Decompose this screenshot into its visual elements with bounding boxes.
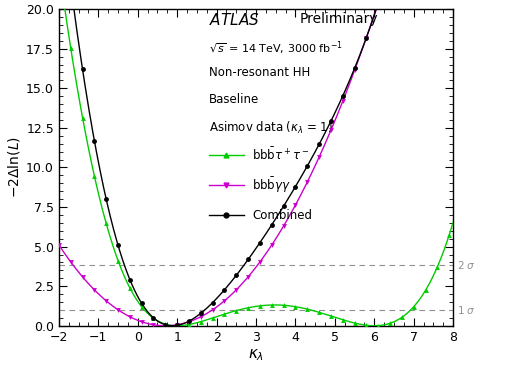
Combined [376, 0, 382, 4]
bb$\bar{\rm b}\tau^+\tau^-$ [157, 320, 163, 324]
Combined [71, 5, 77, 10]
bb$\bar{\rm b}\gamma\gamma$ [375, 0, 381, 4]
bb$\bar{\rm b}\gamma\gamma$ [56, 243, 62, 247]
bb$\bar{\rm b}\gamma\gamma$ [117, 309, 123, 313]
Line: bb$\bar{\rm b}\tau^+\tau^-$: bb$\bar{\rm b}\tau^+\tau^-$ [64, 2, 453, 326]
Text: Asimov data ($\kappa_{\lambda}$ = 1): Asimov data ($\kappa_{\lambda}$ = 1) [209, 120, 333, 136]
bb$\bar{\rm b}\tau^+\tau^-$ [74, 83, 80, 87]
bb$\bar{\rm b}\gamma\gamma$ [162, 324, 168, 328]
Text: bb$\bar{\rm b}\tau^+\tau^-$: bb$\bar{\rm b}\tau^+\tau^-$ [252, 147, 310, 163]
bb$\bar{\rm b}\tau^+\tau^-$ [314, 310, 320, 314]
Text: $\bf{\it{ATLAS}}$: $\bf{\it{ATLAS}}$ [209, 12, 260, 28]
bb$\bar{\rm b}\tau^+\tau^-$ [371, 324, 377, 328]
Combined [348, 76, 354, 80]
Text: $\sqrt{s}$ = 14 TeV, 3000 fb$^{-1}$: $\sqrt{s}$ = 14 TeV, 3000 fb$^{-1}$ [209, 39, 343, 57]
Text: bb$\bar{\rm b}\gamma\gamma$: bb$\bar{\rm b}\gamma\gamma$ [252, 175, 291, 195]
Text: Baseline: Baseline [209, 93, 259, 106]
bb$\bar{\rm b}\tau^+\tau^-$ [97, 197, 103, 202]
Combined [232, 274, 239, 279]
bb$\bar{\rm b}\gamma\gamma$ [235, 286, 241, 290]
Text: Non-resonant HH: Non-resonant HH [209, 66, 310, 79]
Line: bb$\bar{\rm b}\gamma\gamma$: bb$\bar{\rm b}\gamma\gamma$ [59, 1, 378, 326]
bb$\bar{\rm b}\tau^+\tau^-$ [134, 299, 140, 303]
Text: Combined: Combined [252, 209, 312, 221]
bb$\bar{\rm b}\tau^+\tau^-$ [61, 0, 67, 4]
Combined [300, 172, 306, 176]
Combined [139, 302, 145, 306]
Y-axis label: $-2\Delta\ln(L)$: $-2\Delta\ln(L)$ [6, 137, 22, 198]
bb$\bar{\rm b}\gamma\gamma$ [237, 284, 243, 288]
Combined [169, 324, 176, 328]
bb$\bar{\rm b}\tau^+\tau^-$ [254, 304, 261, 308]
Text: 1 $\sigma$: 1 $\sigma$ [457, 304, 476, 316]
Combined [175, 323, 181, 328]
bb$\bar{\rm b}\gamma\gamma$ [252, 265, 259, 270]
Combined [70, 0, 76, 4]
bb$\bar{\rm b}\gamma\gamma$ [196, 316, 202, 320]
X-axis label: $\kappa_{\lambda}$: $\kappa_{\lambda}$ [248, 348, 264, 363]
Text: Preliminary: Preliminary [300, 12, 378, 26]
Text: 2 $\sigma$: 2 $\sigma$ [457, 259, 476, 271]
bb$\bar{\rm b}\gamma\gamma$ [296, 195, 303, 200]
Line: Combined: Combined [73, 1, 379, 326]
bb$\bar{\rm b}\tau^+\tau^-$ [450, 220, 456, 224]
